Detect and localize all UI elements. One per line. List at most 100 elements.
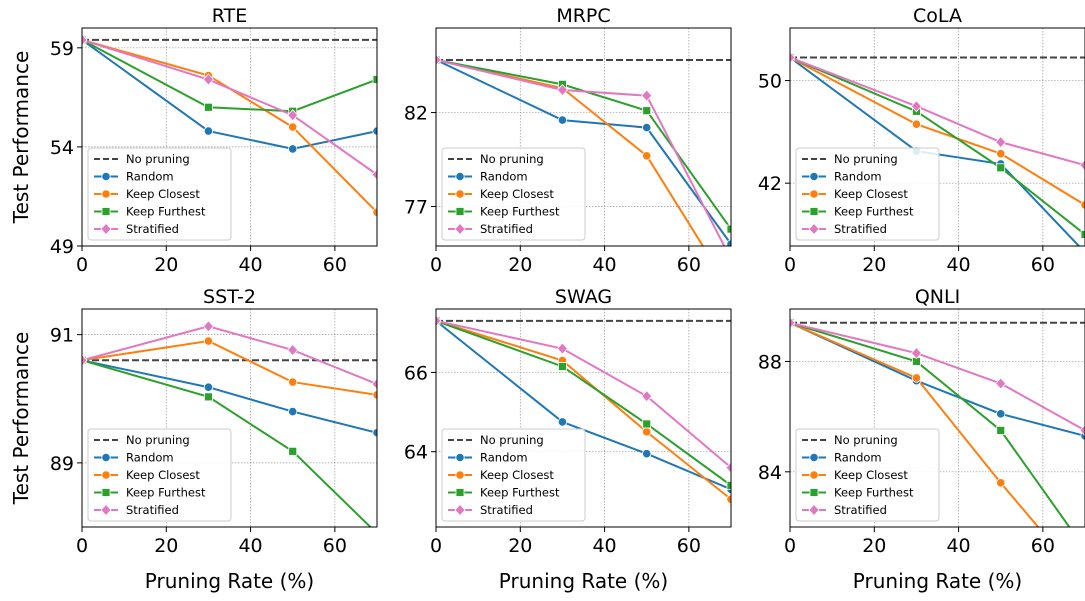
legend-label: Stratified	[834, 503, 887, 517]
legend-label: Keep Closest	[126, 187, 200, 201]
legend-box	[87, 147, 232, 241]
x-tick-label: 20	[508, 535, 532, 557]
series-line-keep-furthest	[82, 39, 377, 113]
legend-swatch-marker	[808, 503, 820, 517]
legend-swatch-marker	[101, 452, 111, 463]
data-point	[287, 109, 299, 122]
legend: No pruning Random Keep Closest Keep Furthes…	[87, 428, 232, 522]
legend-label: Stratified	[480, 503, 533, 517]
data-point	[642, 123, 652, 133]
subplot-cola: CoLA 0 20 40 60 42 50 No pruning Random Keep Clos…	[758, 5, 1085, 276]
data-point	[725, 461, 731, 474]
data-point	[436, 314, 442, 327]
series-line-keep-furthest	[790, 321, 1071, 527]
series-line-keep-closest	[82, 340, 377, 396]
subplot-title: SWAG	[555, 286, 612, 308]
plot-frame	[81, 27, 378, 247]
data-point	[911, 119, 922, 129]
series-line-stratified	[790, 56, 1085, 167]
data-point	[995, 136, 1007, 149]
y-tick-label: 49	[50, 236, 74, 258]
data-point	[372, 75, 377, 84]
x-tick-label: 0	[784, 535, 796, 557]
legend-label: Keep Furthest	[126, 486, 206, 500]
legend-label: Keep Furthest	[834, 205, 914, 219]
legend-box	[87, 428, 232, 522]
plot-frame	[81, 308, 378, 528]
legend-label: Keep Closest	[480, 468, 554, 482]
x-axis-label: Pruning Rate (%)	[499, 569, 668, 593]
x-tick-label: 20	[862, 535, 886, 557]
data-point	[995, 377, 1007, 390]
y-tick-label: 91	[50, 325, 74, 347]
data-point	[726, 254, 736, 265]
y-tick-label: 82	[404, 103, 428, 125]
legend-label: Keep Furthest	[126, 205, 206, 219]
legend-swatch-marker	[455, 488, 465, 497]
data-point	[557, 115, 568, 125]
subplot-mrpc: MRPC 0 20 40 60 77 82 No pruning Random Keep Clos…	[404, 5, 736, 295]
legend-swatch-marker	[455, 171, 465, 182]
data-point	[996, 149, 1006, 159]
subplot-title: RTE	[212, 5, 247, 27]
data-point	[556, 342, 568, 355]
data-point	[371, 168, 377, 181]
x-tick-label: 0	[784, 254, 796, 276]
legend-swatch-marker	[809, 207, 819, 216]
data-point	[641, 390, 653, 403]
legend-swatch-marker	[454, 503, 466, 517]
x-tick-label: 60	[323, 254, 347, 276]
y-tick-label: 66	[404, 362, 428, 384]
x-tick-label: 40	[946, 254, 970, 276]
data-point	[288, 377, 298, 387]
legend-label: Keep Closest	[126, 468, 200, 482]
plot-frame	[435, 308, 732, 528]
legend-label: No pruning	[126, 152, 190, 166]
data-point	[642, 419, 652, 429]
series-line-keep-closest	[82, 38, 377, 214]
series-line-random	[436, 320, 731, 491]
data-point	[726, 480, 731, 490]
legend-label: No pruning	[834, 433, 898, 447]
y-tick-label: 89	[50, 453, 74, 475]
x-axis-label: Pruning Rate (%)	[853, 569, 1022, 593]
y-tick-label: 88	[758, 351, 782, 373]
x-tick-label: 20	[154, 254, 178, 276]
data-point	[203, 382, 214, 392]
series-line-keep-furthest	[790, 56, 1085, 236]
data-point	[436, 53, 442, 67]
data-point	[910, 100, 922, 113]
legend-swatch-marker	[809, 189, 819, 199]
legend-swatch-marker	[101, 488, 111, 497]
legend: No pruning Random Keep Closest Keep Furthes…	[441, 428, 586, 522]
subplot-qnli: QNLI 0 20 40 60 84 88 No pruning Random Keep Clos…	[758, 286, 1085, 586]
series-group	[82, 33, 377, 217]
legend-box	[441, 147, 586, 241]
legend-label: Stratified	[126, 503, 179, 517]
y-tick-label: 54	[50, 137, 74, 159]
data-point	[727, 287, 735, 295]
series-line-keep-closest	[790, 321, 1040, 527]
legend: No pruning Random Keep Closest Keep Furthes…	[87, 147, 232, 241]
legend-swatch-marker	[100, 503, 112, 517]
data-point	[558, 362, 567, 371]
x-tick-label: 60	[323, 535, 347, 557]
x-tick-label: 60	[1031, 254, 1055, 276]
series-line-random	[790, 56, 1081, 246]
legend-box	[795, 428, 940, 522]
series-line-random	[82, 359, 377, 434]
legend-label: Keep Furthest	[834, 486, 914, 500]
legend: No pruning Random Keep Closest Keep Furthes…	[795, 428, 940, 522]
x-tick-label: 20	[508, 254, 532, 276]
legend-label: No pruning	[126, 433, 190, 447]
data-point	[642, 449, 652, 459]
x-tick-label: 40	[592, 254, 616, 276]
data-point	[202, 320, 214, 333]
data-point	[1081, 578, 1085, 586]
data-point	[82, 33, 88, 46]
data-point	[642, 106, 652, 116]
data-point	[790, 316, 796, 329]
legend-label: Random	[126, 451, 174, 465]
